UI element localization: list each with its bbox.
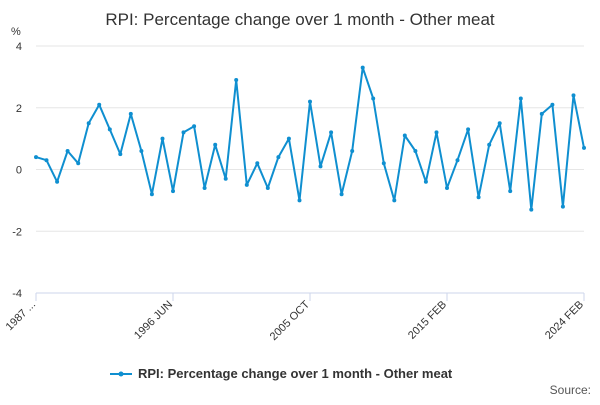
data-point[interactable] bbox=[455, 158, 460, 163]
y-tick-label: -2 bbox=[12, 226, 22, 238]
data-point[interactable] bbox=[329, 130, 334, 135]
data-point[interactable] bbox=[44, 158, 49, 163]
data-point[interactable] bbox=[149, 192, 154, 197]
data-point[interactable] bbox=[171, 189, 175, 194]
x-tick-label: 1996 JUN bbox=[132, 299, 175, 342]
data-point[interactable] bbox=[265, 186, 270, 190]
source-label: Source: bbox=[550, 383, 591, 397]
data-point[interactable] bbox=[550, 102, 555, 107]
data-point[interactable] bbox=[371, 96, 376, 101]
data-point[interactable] bbox=[213, 142, 218, 147]
data-point[interactable] bbox=[582, 145, 586, 150]
data-point[interactable] bbox=[360, 65, 365, 70]
y-tick-label: 0 bbox=[16, 165, 22, 177]
x-tick-label: 1987 ... bbox=[4, 299, 38, 333]
data-point[interactable] bbox=[297, 198, 302, 203]
data-point[interactable] bbox=[539, 111, 544, 116]
data-point[interactable] bbox=[181, 130, 186, 135]
data-point[interactable] bbox=[255, 161, 260, 166]
data-point[interactable] bbox=[76, 161, 81, 166]
chart-title: RPI: Percentage change over 1 month - Ot… bbox=[105, 10, 495, 29]
data-point[interactable] bbox=[34, 155, 38, 160]
x-tick-label: 2005 OCT bbox=[268, 298, 313, 343]
data-point[interactable] bbox=[160, 136, 165, 141]
data-point[interactable] bbox=[65, 149, 70, 153]
y-axis-unit-label: % bbox=[11, 26, 21, 38]
data-point[interactable] bbox=[128, 111, 133, 116]
data-point[interactable] bbox=[571, 93, 576, 98]
series-layer bbox=[34, 65, 586, 212]
x-tick-label: 2015 FEB bbox=[406, 299, 449, 342]
data-point[interactable] bbox=[276, 155, 281, 160]
data-point[interactable] bbox=[518, 96, 523, 101]
y-tick-label: 2 bbox=[16, 103, 22, 115]
data-point[interactable] bbox=[202, 186, 207, 190]
data-point[interactable] bbox=[487, 142, 492, 147]
data-point[interactable] bbox=[529, 207, 534, 212]
legend-label: RPI: Percentage change over 1 month - Ot… bbox=[138, 366, 453, 381]
legend[interactable]: RPI: Percentage change over 1 month - Ot… bbox=[110, 366, 453, 381]
y-tick-label: 4 bbox=[16, 41, 22, 53]
data-point[interactable] bbox=[466, 127, 471, 132]
data-point[interactable] bbox=[286, 136, 291, 141]
data-point[interactable] bbox=[97, 102, 102, 107]
data-point[interactable] bbox=[423, 179, 428, 184]
data-point[interactable] bbox=[497, 121, 502, 126]
x-tick-label: 2024 FEB bbox=[543, 299, 586, 342]
data-point[interactable] bbox=[402, 133, 407, 138]
data-point[interactable] bbox=[476, 195, 481, 200]
data-point[interactable] bbox=[350, 149, 355, 153]
data-point[interactable] bbox=[118, 152, 123, 157]
data-point[interactable] bbox=[381, 161, 386, 166]
data-point[interactable] bbox=[445, 186, 449, 190]
data-point[interactable] bbox=[560, 204, 565, 209]
data-point[interactable] bbox=[318, 164, 323, 169]
data-point[interactable] bbox=[55, 179, 60, 184]
data-point[interactable] bbox=[234, 78, 239, 82]
data-point[interactable] bbox=[308, 99, 312, 104]
data-point[interactable] bbox=[508, 189, 513, 194]
data-point[interactable] bbox=[223, 176, 228, 181]
series-line bbox=[35, 66, 585, 211]
data-point[interactable] bbox=[339, 192, 344, 197]
legend-point-marker bbox=[118, 371, 124, 377]
data-point[interactable] bbox=[139, 149, 144, 153]
data-point[interactable] bbox=[86, 121, 91, 126]
data-point[interactable] bbox=[434, 130, 439, 135]
data-point[interactable] bbox=[107, 127, 112, 132]
grid-layer bbox=[36, 45, 584, 294]
data-point[interactable] bbox=[413, 149, 418, 153]
axis-layer: -4 -2 0 2 4 1987 ... 1996 JUN 2005 OCT 2015 FEB 2… bbox=[4, 41, 586, 343]
data-point[interactable] bbox=[392, 198, 397, 203]
data-point[interactable] bbox=[244, 182, 249, 187]
y-tick-label: -4 bbox=[12, 288, 22, 300]
data-point[interactable] bbox=[192, 124, 197, 129]
